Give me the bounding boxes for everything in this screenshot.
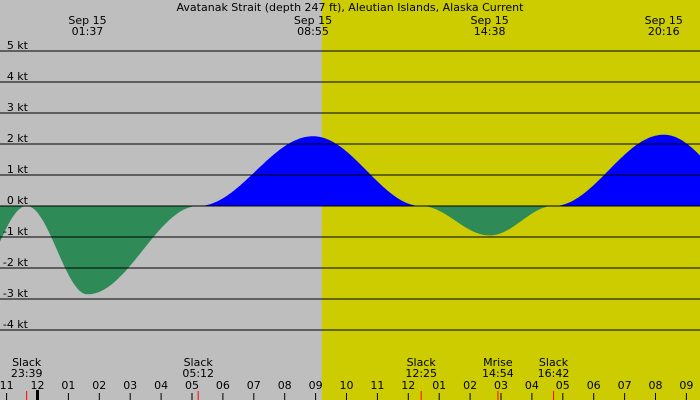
hour-tick-label: 11: [0, 379, 14, 392]
hour-tick-label: 08: [278, 379, 292, 392]
bottom-event-label: Slack: [12, 356, 42, 369]
hour-tick-label: 07: [247, 379, 261, 392]
hour-tick-label: 11: [370, 379, 384, 392]
bottom-event-time: 05:12: [182, 367, 214, 380]
hour-tick-label: 04: [525, 379, 539, 392]
x-axis-hour-ticks: 11 12 01 02 03 04 05 06 07 08 09 10 11 12 01 02 03 04 05 06…: [0, 379, 693, 400]
y-tick-label: 3 kt: [7, 101, 29, 114]
y-tick-label: -1 kt: [3, 225, 29, 238]
bottom-event-label: Slack: [407, 356, 437, 369]
gridlines: [0, 50, 700, 331]
chart-title: Avatanak Strait (depth 247 ft), Aleutian…: [177, 1, 525, 14]
bottom-event-label: Mrise: [483, 356, 513, 369]
hour-tick-label: 09: [309, 379, 323, 392]
hour-tick-label: 03: [494, 379, 508, 392]
top-event-time: 14:38: [474, 25, 506, 38]
bottom-event-time: 16:42: [538, 367, 570, 380]
hour-tick-label: 07: [618, 379, 632, 392]
y-axis-labels: 5 kt 4 kt 3 kt 2 kt 1 kt 0 kt -1 kt -2 kt -3 kt -…: [3, 39, 29, 331]
y-tick-label: -4 kt: [3, 318, 29, 331]
hour-tick-label: 10: [340, 379, 354, 392]
ebb-area-2: [422, 206, 553, 236]
y-tick-label: 1 kt: [7, 163, 29, 176]
hour-tick-label: 08: [649, 379, 663, 392]
y-tick-label: 5 kt: [7, 39, 29, 52]
hour-tick-label: 01: [432, 379, 446, 392]
current-area-layer: [0, 134, 700, 295]
ebb-area-0: [0, 206, 198, 295]
hour-tick-label: 12: [31, 379, 45, 392]
hour-tick-label: 09: [679, 379, 693, 392]
bottom-event-labels: Slack23:39Slack05:12Slack12:25Mrise14:54…: [11, 356, 570, 400]
hour-tick-label: 04: [154, 379, 168, 392]
y-tick-label: 0 kt: [7, 194, 29, 207]
hour-tick-label: 01: [61, 379, 75, 392]
hour-tick-label: 03: [123, 379, 137, 392]
top-event-date: Sep 15: [645, 14, 683, 27]
hour-tick-label: 02: [463, 379, 477, 392]
bottom-event-time: 14:54: [482, 367, 514, 380]
hour-tick-label: 06: [216, 379, 230, 392]
hour-tick-label: 05: [556, 379, 570, 392]
bottom-event-time: 12:25: [405, 367, 437, 380]
y-tick-label: -3 kt: [3, 287, 29, 300]
flood-area-3: [554, 134, 700, 206]
y-tick-label: 4 kt: [7, 70, 29, 83]
top-event-date: Sep 15: [68, 14, 106, 27]
top-event-time: 08:55: [297, 25, 329, 38]
y-tick-label: -2 kt: [3, 256, 29, 269]
top-event-date: Sep 15: [294, 14, 332, 27]
bottom-event-label: Slack: [539, 356, 569, 369]
hour-tick-label: 06: [587, 379, 601, 392]
top-event-date: Sep 15: [471, 14, 509, 27]
flood-area-1: [199, 136, 421, 206]
y-tick-label: 2 kt: [7, 132, 29, 145]
top-event-time: 20:16: [648, 25, 680, 38]
bottom-event-label: Slack: [184, 356, 214, 369]
hour-tick-label: 12: [401, 379, 415, 392]
hour-tick-label: 05: [185, 379, 199, 392]
hour-tick-label: 02: [92, 379, 106, 392]
bottom-event-time: 23:39: [11, 367, 43, 380]
top-event-time: 01:37: [72, 25, 104, 38]
